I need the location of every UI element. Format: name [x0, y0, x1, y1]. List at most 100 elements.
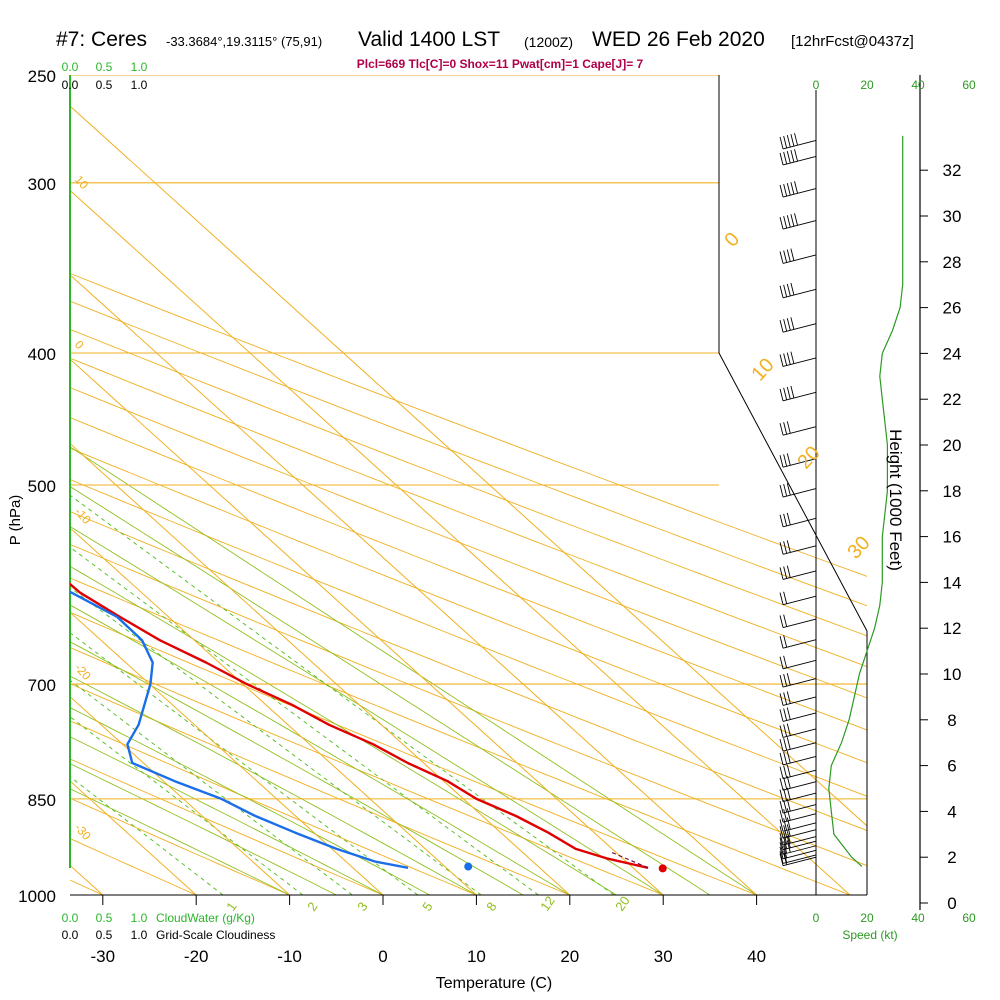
wind-barb	[779, 591, 817, 606]
wind-barb-flag	[783, 841, 788, 854]
speed-scale-top-label: 20	[860, 78, 874, 92]
wind-barb	[779, 850, 817, 864]
wind-barb-flag	[786, 737, 791, 750]
wind-barb-flag	[783, 818, 788, 831]
moist-adiabat	[70, 788, 290, 895]
speed-scale-bottom-label: 40	[911, 911, 925, 925]
dry-adiabat	[70, 797, 290, 895]
wind-barb-flag	[786, 134, 791, 148]
wind-barb-flag	[779, 800, 784, 814]
wind-barb	[779, 691, 817, 706]
wind-barb-flag	[786, 835, 791, 848]
wind-barb	[779, 764, 817, 780]
wind-barb-flag	[794, 213, 798, 226]
wind-barb-flag	[786, 799, 791, 812]
cloud-scale-bottom-green: 0.5	[96, 911, 113, 925]
wind-barb-flag	[783, 692, 788, 705]
wind-barb-flag	[779, 152, 784, 166]
wind-barb-flag	[779, 709, 784, 722]
surface-temperature	[658, 864, 667, 873]
height-tick-label: 8	[947, 711, 956, 730]
temperature-tick-label: 40	[747, 947, 766, 966]
wind-barb	[779, 133, 817, 150]
moist-adiabat	[70, 565, 617, 895]
isotherm-label: 30	[843, 532, 874, 563]
wind-barb-flag	[779, 674, 784, 688]
isotherm-left-label: 10	[72, 173, 92, 193]
mixing-ratio-label: 3	[354, 899, 370, 914]
pressure-tick-label: 850	[28, 791, 56, 810]
height-tick-label: 12	[943, 619, 962, 638]
wind-barb-flag	[786, 421, 791, 434]
height-tick-label: 6	[947, 757, 956, 776]
wind-barb-flag	[786, 764, 791, 777]
wind-barb-staff	[782, 822, 817, 832]
wind-barb	[779, 787, 817, 803]
wind-barb	[779, 824, 817, 839]
dry-adiabat	[70, 417, 867, 731]
wind-barb-flag	[786, 283, 791, 297]
wind-barb-flag	[786, 512, 791, 526]
moist-adiabat	[70, 675, 477, 895]
wind-barb	[779, 840, 817, 855]
wind-barb	[779, 737, 817, 752]
wind-barb	[779, 673, 817, 688]
wind-barb-flag	[779, 656, 784, 669]
wind-barb-flag	[779, 837, 784, 850]
moist-adiabat	[70, 604, 571, 895]
wind-barb-flag	[790, 214, 795, 227]
wind-barb-staff	[782, 678, 817, 688]
speed-scale-top-label: 60	[962, 78, 976, 92]
wind-barb	[779, 385, 817, 402]
wind-barb-flag	[783, 151, 788, 165]
wind-barb-flag	[779, 693, 784, 706]
isotherm-label: 10	[747, 354, 778, 385]
wind-barb	[779, 149, 817, 166]
isotherm	[70, 527, 477, 895]
wind-barb-flag	[783, 655, 788, 668]
wind-barb-flag	[779, 455, 784, 468]
wind-barb-flag	[790, 248, 795, 261]
wind-barb-staff	[782, 712, 817, 722]
height-tick-label: 24	[943, 344, 962, 363]
wind-barb-flag	[779, 789, 784, 802]
dry-adiabat	[70, 543, 867, 867]
wind-barb-flag	[786, 215, 791, 228]
mixing-ratio-label: 12	[537, 893, 558, 913]
wind-barb-flag	[786, 723, 791, 736]
wind-barb-flag	[779, 542, 784, 555]
dry-adiabat	[70, 272, 867, 577]
pressure-tick-label: 500	[28, 477, 56, 496]
wind-barb-flag	[779, 832, 784, 846]
wind-barb-flag	[779, 514, 784, 527]
speed-scale-bottom-label: 60	[962, 911, 976, 925]
wind-barb	[779, 421, 817, 436]
dry-adiabat	[70, 357, 867, 668]
mixing-ratio-label: 2	[304, 899, 320, 914]
wind-barb-flag	[786, 673, 791, 686]
wind-barb-flag	[779, 766, 784, 779]
wind-barb	[779, 483, 817, 498]
cloud-scale-top-green: 1.0	[131, 60, 148, 74]
wind-barb-flag	[779, 752, 784, 766]
station-title: #7: Ceres	[56, 28, 148, 51]
wind-barb	[779, 750, 817, 766]
mixing-ratio-line	[70, 632, 419, 895]
height-axis-label: Height (1000 Feet)	[886, 429, 905, 571]
wind-barb-flag	[779, 136, 784, 150]
wind-barb-flag	[779, 484, 784, 498]
mixing-ratio-label: 20	[612, 893, 633, 913]
mixing-ratio-label: 8	[483, 899, 499, 914]
wind-barb-flag	[783, 708, 788, 721]
wind-barb-flag	[779, 739, 784, 752]
height-tick-label: 10	[943, 665, 962, 684]
wind-barb-flag	[786, 318, 791, 331]
wind-barb-staff	[782, 849, 817, 860]
pressure-tick-label: 250	[28, 67, 56, 86]
wind-barb	[779, 614, 817, 628]
speed-axis-label: Speed (kt)	[842, 928, 897, 942]
temperature-tick-label: 20	[560, 947, 579, 966]
cloud-scale-bottom-black: 0.5	[96, 928, 113, 942]
wind-barb-flag	[783, 454, 788, 467]
